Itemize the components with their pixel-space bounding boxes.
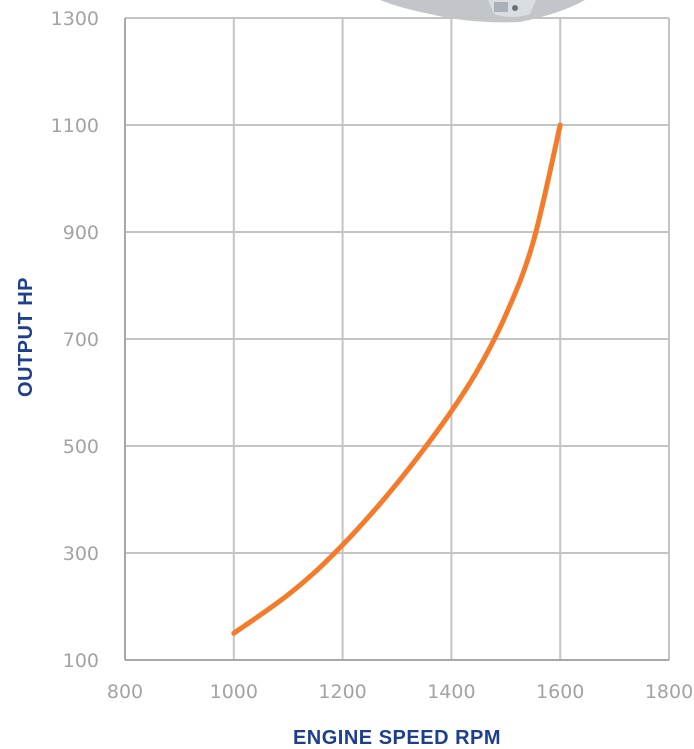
y-tick-label: 1300 [51,8,99,30]
x-tick-label: 800 [107,681,143,703]
y-axis-title: OUTPUT HP [15,277,37,397]
power-curve-line [231,122,563,636]
y-tick-label: 500 [63,436,99,458]
x-tick-label: 1600 [536,681,584,703]
grid [124,17,670,661]
x-axis-title: ENGINE SPEED RPM [293,727,501,749]
x-tick-label: 1000 [210,681,258,703]
y-tick-label: 900 [63,222,99,244]
engine-image [380,0,585,23]
tick-labels: 800 1000 1200 1400 1600 1800 100 300 500 700 900 11… [51,8,694,703]
y-tick-label: 1100 [51,115,99,137]
y-tick-label: 300 [63,543,99,565]
x-tick-label: 1800 [645,681,693,703]
y-tick-label: 100 [63,650,99,672]
series [231,122,563,636]
y-tick-label: 700 [63,329,99,351]
x-tick-label: 1400 [427,681,475,703]
axes [124,18,669,661]
x-tick-label: 1200 [318,681,366,703]
